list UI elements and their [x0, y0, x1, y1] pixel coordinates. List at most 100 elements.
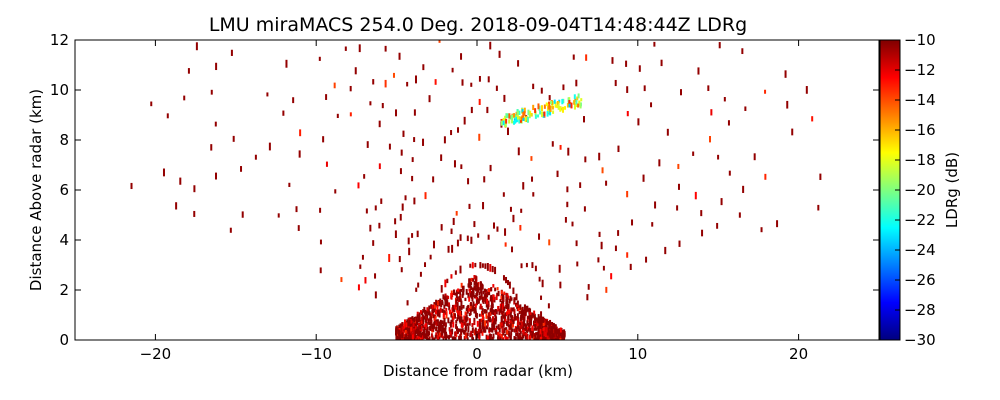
echo-pixel	[558, 264, 561, 273]
echo-pixel	[405, 322, 408, 328]
echo-pixel	[513, 309, 516, 315]
echo-pixel	[626, 190, 629, 198]
echo-pixel	[419, 271, 422, 277]
echo-pixel	[435, 326, 438, 332]
echo-pixel	[405, 335, 408, 340]
echo-pixel	[515, 316, 518, 320]
echo-pixel	[529, 327, 532, 334]
echo-pixel	[598, 152, 601, 161]
echo-pixel	[518, 110, 521, 115]
echo-pixel	[558, 99, 561, 103]
echo-pixel	[642, 174, 645, 182]
echo-pixel	[495, 85, 498, 91]
echo-pixel	[459, 234, 462, 241]
echo-pixel	[525, 115, 528, 121]
echo-pixel	[508, 309, 511, 315]
echo-pixel	[457, 288, 460, 292]
echo-pixel	[463, 330, 466, 335]
echo-pixel	[718, 42, 721, 49]
echo-pixel	[538, 105, 541, 111]
echo-pixel	[466, 307, 469, 314]
echo-pixel	[432, 314, 435, 319]
echo-pixel	[384, 79, 387, 88]
echo-pixel	[744, 106, 747, 111]
echo-pixel	[538, 321, 541, 328]
echo-pixel	[434, 304, 437, 310]
echo-pixel	[470, 106, 473, 114]
echo-pixel	[526, 326, 529, 330]
echo-pixel	[478, 336, 481, 340]
plot-area	[130, 40, 822, 340]
echo-pixel	[483, 176, 486, 183]
echo-pixel	[533, 327, 536, 331]
echo-pixel	[559, 332, 562, 337]
echo-pixel	[585, 54, 588, 61]
echo-pixel	[445, 307, 448, 312]
colorbar-tick-label: −10	[904, 31, 936, 49]
echo-pixel	[566, 103, 569, 108]
echo-pixel	[473, 317, 476, 322]
echo-pixel	[210, 89, 213, 95]
echo-pixel	[493, 324, 496, 330]
echo-pixel	[369, 224, 372, 232]
echo-pixel	[466, 332, 469, 337]
echo-pixel	[521, 321, 524, 327]
echo-pixel	[403, 319, 406, 326]
echo-pixel	[557, 103, 560, 110]
echo-pixel	[451, 328, 454, 335]
echo-pixel	[459, 334, 462, 340]
echo-pixel	[548, 101, 551, 107]
colorbar-tick-label: −28	[904, 301, 936, 319]
echo-pixel	[530, 314, 533, 319]
echo-pixel	[401, 326, 404, 333]
echo-pixel	[551, 327, 554, 333]
echo-pixel	[556, 104, 559, 108]
echo-pixel	[411, 334, 414, 340]
echo-pixel	[424, 192, 427, 200]
echo-pixel	[241, 211, 244, 218]
echo-pixel	[442, 312, 445, 318]
echo-pixel	[544, 326, 547, 330]
echo-pixel	[546, 320, 549, 326]
echo-pixel	[399, 331, 402, 336]
echo-pixel	[500, 322, 503, 326]
echo-pixel	[529, 317, 532, 322]
echo-pixel	[551, 330, 554, 335]
echo-pixel	[505, 113, 508, 119]
echo-pixel	[486, 262, 489, 271]
echo-pixel	[468, 203, 471, 209]
echo-pixel	[414, 75, 417, 84]
echo-pixel	[469, 302, 472, 307]
echo-pixel	[473, 320, 476, 326]
echo-pixel	[441, 320, 444, 325]
echo-pixel	[554, 337, 557, 340]
echo-pixel	[543, 104, 546, 109]
echo-pixel	[550, 328, 553, 335]
echo-pixel	[435, 299, 438, 306]
echo-pixel	[193, 185, 196, 193]
echo-pixel	[509, 295, 512, 301]
echo-pixel	[443, 327, 446, 334]
echo-pixel	[483, 288, 486, 293]
echo-pixel	[645, 256, 648, 263]
y-tick-label: 0	[59, 331, 69, 349]
echo-pixel	[424, 310, 427, 317]
echo-pixel	[660, 59, 663, 67]
echo-pixel	[449, 331, 452, 337]
echo-pixel	[534, 319, 537, 324]
echo-pixel	[456, 304, 459, 311]
echo-pixel	[412, 323, 415, 327]
echo-pixel	[429, 317, 432, 321]
echo-pixel	[485, 289, 488, 293]
echo-pixel	[513, 336, 516, 340]
echo-pixel	[516, 118, 519, 123]
echo-pixel	[402, 130, 405, 137]
echo-pixel	[475, 334, 478, 340]
echo-pixel	[479, 322, 482, 327]
echo-pixel	[406, 336, 409, 340]
echo-pixel	[285, 59, 288, 68]
echo-pixel	[441, 330, 444, 336]
echo-pixel	[476, 282, 479, 289]
echo-pixel	[451, 292, 454, 298]
echo-pixel	[436, 335, 439, 340]
